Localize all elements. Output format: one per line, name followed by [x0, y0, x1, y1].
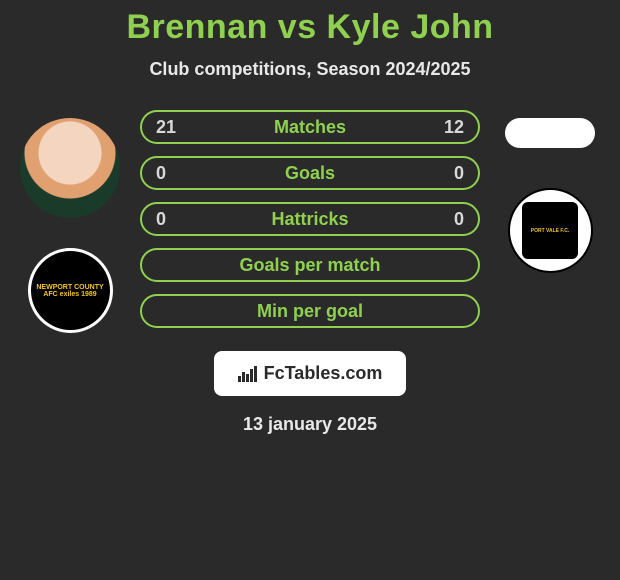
subtitle: Club competitions, Season 2024/2025 [0, 59, 620, 80]
comparison-card: Brennan vs Kyle John Club competitions, … [0, 0, 620, 435]
branding-row: FcTables.com [0, 351, 620, 396]
bar-chart-icon [238, 366, 258, 382]
stat-label: Goals per match [186, 255, 434, 276]
stat-right-value: 12 [434, 117, 464, 138]
stat-row-min-per-goal: Min per goal [140, 294, 480, 328]
left-club-badge: NEWPORT COUNTY AFC exiles 1989 [28, 248, 113, 333]
stats-column: 21 Matches 12 0 Goals 0 0 Hattricks 0 Go… [130, 110, 490, 328]
right-club-badge-inner: PORT VALE F.C. [522, 202, 579, 259]
stat-right-value: 0 [434, 209, 464, 230]
left-player-avatar [20, 118, 120, 218]
page-title: Brennan vs Kyle John [0, 8, 620, 47]
branding-text: FcTables.com [264, 363, 383, 384]
stat-label: Matches [186, 117, 434, 138]
right-player-avatar-placeholder [505, 118, 595, 148]
stat-left-value: 0 [156, 209, 186, 230]
stat-left-value: 0 [156, 163, 186, 184]
stat-right-value: 0 [434, 163, 464, 184]
stat-row-hattricks: 0 Hattricks 0 [140, 202, 480, 236]
right-club-badge-text: PORT VALE F.C. [531, 228, 570, 234]
main-row: NEWPORT COUNTY AFC exiles 1989 21 Matche… [0, 110, 620, 333]
left-club-badge-text: NEWPORT COUNTY AFC exiles 1989 [31, 284, 110, 298]
stat-row-matches: 21 Matches 12 [140, 110, 480, 144]
stat-row-goals-per-match: Goals per match [140, 248, 480, 282]
left-player-column: NEWPORT COUNTY AFC exiles 1989 [10, 110, 130, 333]
stat-row-goals: 0 Goals 0 [140, 156, 480, 190]
stat-label: Hattricks [186, 209, 434, 230]
stat-left-value: 21 [156, 117, 186, 138]
branding-badge: FcTables.com [214, 351, 407, 396]
avatar-face-placeholder [20, 118, 120, 218]
date-text: 13 january 2025 [0, 414, 620, 435]
stat-label: Min per goal [186, 301, 434, 322]
right-player-column: PORT VALE F.C. [490, 110, 610, 273]
right-club-badge: PORT VALE F.C. [508, 188, 593, 273]
stat-label: Goals [186, 163, 434, 184]
